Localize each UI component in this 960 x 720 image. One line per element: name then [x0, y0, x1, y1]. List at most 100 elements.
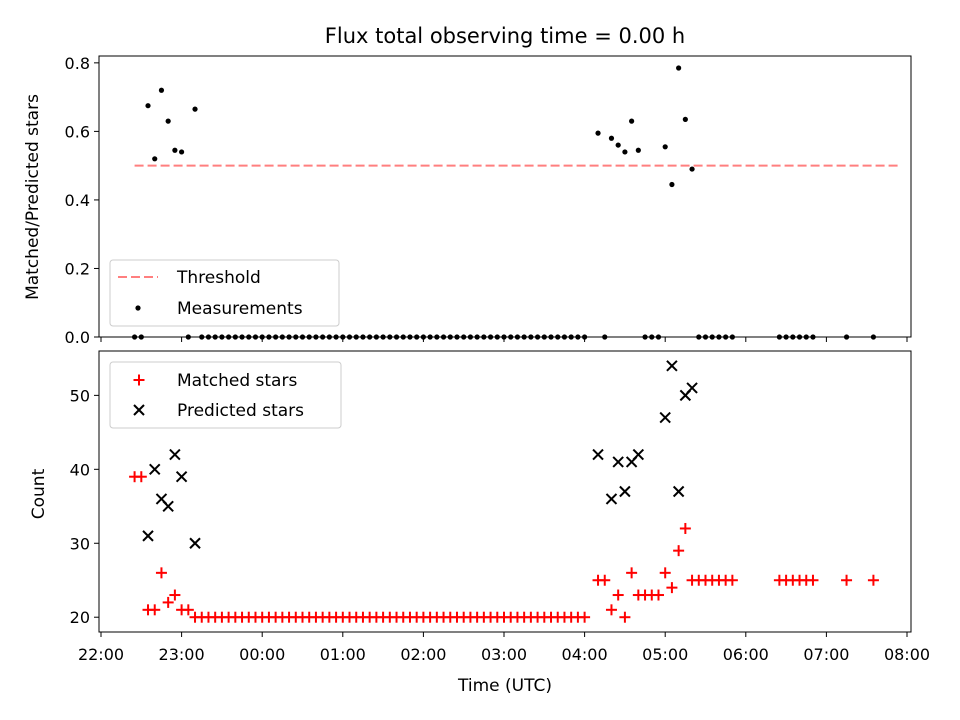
- matched-star-point: [605, 604, 617, 616]
- measurement-point: [702, 334, 709, 340]
- predicted-star-point: [686, 382, 698, 394]
- bottom-y-tick-label: 20: [70, 608, 90, 627]
- measurement-point: [467, 334, 474, 340]
- predicted-star-point: [189, 537, 201, 549]
- measurement-point: [199, 334, 205, 340]
- measurement-point: [582, 334, 588, 340]
- bottom-axes-frame: [98, 350, 912, 633]
- bottom-x-tick-label: 08:00: [884, 645, 930, 664]
- measurement-point: [629, 118, 635, 124]
- matched-star-point: [673, 545, 685, 557]
- measurement-point: [353, 334, 359, 340]
- top-y-tick-label: 0.8: [65, 54, 90, 73]
- measurement-point: [414, 334, 420, 340]
- bottom-x-tick-label: 07:00: [803, 645, 849, 664]
- top-y-tick-label: 0.6: [65, 122, 90, 141]
- measurement-point: [723, 334, 729, 340]
- measurement-point: [534, 334, 541, 340]
- measurement-point: [796, 334, 803, 340]
- legend-matched-label: Matched stars: [177, 371, 297, 391]
- measurement-point: [487, 334, 494, 340]
- predicted-star-point: [619, 485, 631, 498]
- measurement-point: [273, 334, 279, 340]
- matched-star-point: [652, 589, 664, 601]
- measurement-point: [373, 334, 379, 340]
- matched-star-point: [666, 582, 678, 594]
- measurement-point: [131, 334, 138, 340]
- predicted-star-point: [142, 530, 154, 542]
- measurement-point: [649, 334, 655, 340]
- top-y-tick-label: 0.4: [65, 191, 90, 210]
- measurement-point: [165, 118, 171, 124]
- matched-star-point: [149, 604, 161, 616]
- predicted-star-point: [149, 463, 161, 476]
- measurement-point: [367, 334, 373, 340]
- measurement-point: [212, 334, 218, 340]
- predicted-star-point: [612, 456, 624, 468]
- bottom-y-axis-label: Count: [29, 468, 49, 519]
- measurement-point: [380, 334, 386, 340]
- measurement-point: [729, 334, 735, 340]
- measurement-point: [205, 334, 212, 340]
- matched-star-point: [659, 567, 671, 579]
- measurement-point: [192, 106, 198, 112]
- predicted-star-point: [169, 448, 181, 461]
- measurement-point: [709, 334, 715, 340]
- measurement-point: [232, 334, 238, 340]
- matched-star-point: [679, 522, 691, 534]
- bottom-x-tick-label: 05:00: [642, 645, 688, 664]
- predicted-star-point: [162, 500, 174, 512]
- measurement-point: [528, 334, 534, 340]
- top-chart-title: Flux total observing time = 0.00 h: [325, 24, 685, 48]
- matched-star-point: [169, 589, 181, 601]
- measurement-point: [326, 334, 332, 340]
- measurement-point: [152, 156, 158, 162]
- legend-predicted-swatch: [133, 404, 145, 416]
- top-legend-box: [109, 259, 340, 327]
- measurement-point: [843, 334, 850, 340]
- measurement-point: [803, 334, 809, 340]
- measurement-point: [400, 334, 406, 340]
- bottom-x-tick-label: 22:00: [78, 645, 124, 664]
- measurement-point: [313, 334, 319, 340]
- bottom-x-tick-label: 03:00: [481, 645, 527, 664]
- measurement-point: [689, 166, 695, 172]
- measurement-point: [568, 334, 574, 340]
- measurement-point: [669, 181, 675, 188]
- measurement-point: [252, 334, 259, 340]
- bottom-x-tick-label: 23:00: [159, 645, 205, 664]
- matched-star-point: [579, 611, 591, 623]
- measurement-point: [427, 334, 433, 340]
- measurement-point: [320, 334, 326, 340]
- legend-measurements-swatch: [135, 305, 141, 311]
- legend-predicted-label: Predicted stars: [177, 401, 304, 421]
- measurement-point: [575, 334, 581, 340]
- measurement-point: [279, 334, 285, 340]
- measurement-point: [494, 334, 500, 340]
- measurement-point: [655, 334, 662, 340]
- measurement-point: [179, 149, 185, 155]
- measurement-point: [246, 334, 252, 340]
- measurement-point: [481, 334, 487, 340]
- measurement-point: [461, 334, 467, 340]
- measurement-point: [340, 334, 346, 340]
- measurement-point: [145, 103, 151, 109]
- bottom-x-tick-label: 01:00: [320, 645, 366, 664]
- measurement-point: [682, 116, 688, 122]
- measurement-point: [602, 334, 608, 340]
- measurement-point: [454, 334, 460, 340]
- measurement-point: [622, 149, 628, 155]
- measurement-point: [333, 334, 339, 340]
- matched-star-point: [807, 574, 819, 586]
- measurement-point: [259, 334, 265, 340]
- matched-star-point: [135, 471, 147, 483]
- matched-star-point: [162, 596, 174, 608]
- measurement-point: [548, 334, 554, 340]
- bottom-y-tick-label: 50: [70, 386, 90, 405]
- measurement-point: [508, 334, 514, 340]
- measurement-point: [293, 334, 299, 340]
- measurement-point: [635, 147, 641, 153]
- measurement-point: [138, 334, 144, 340]
- measurement-point: [407, 334, 413, 340]
